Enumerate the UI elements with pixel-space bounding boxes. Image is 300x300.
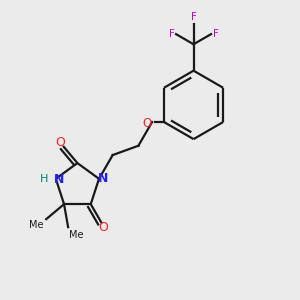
Text: F: F	[190, 13, 196, 22]
Text: F: F	[213, 28, 218, 38]
Text: O: O	[99, 221, 108, 234]
Text: N: N	[98, 172, 109, 185]
Text: Me: Me	[69, 230, 83, 240]
Text: H: H	[40, 174, 48, 184]
Text: N: N	[54, 173, 64, 186]
Text: F: F	[169, 28, 175, 38]
Text: O: O	[143, 117, 152, 130]
Text: O: O	[56, 136, 65, 149]
Text: Me: Me	[29, 220, 44, 230]
